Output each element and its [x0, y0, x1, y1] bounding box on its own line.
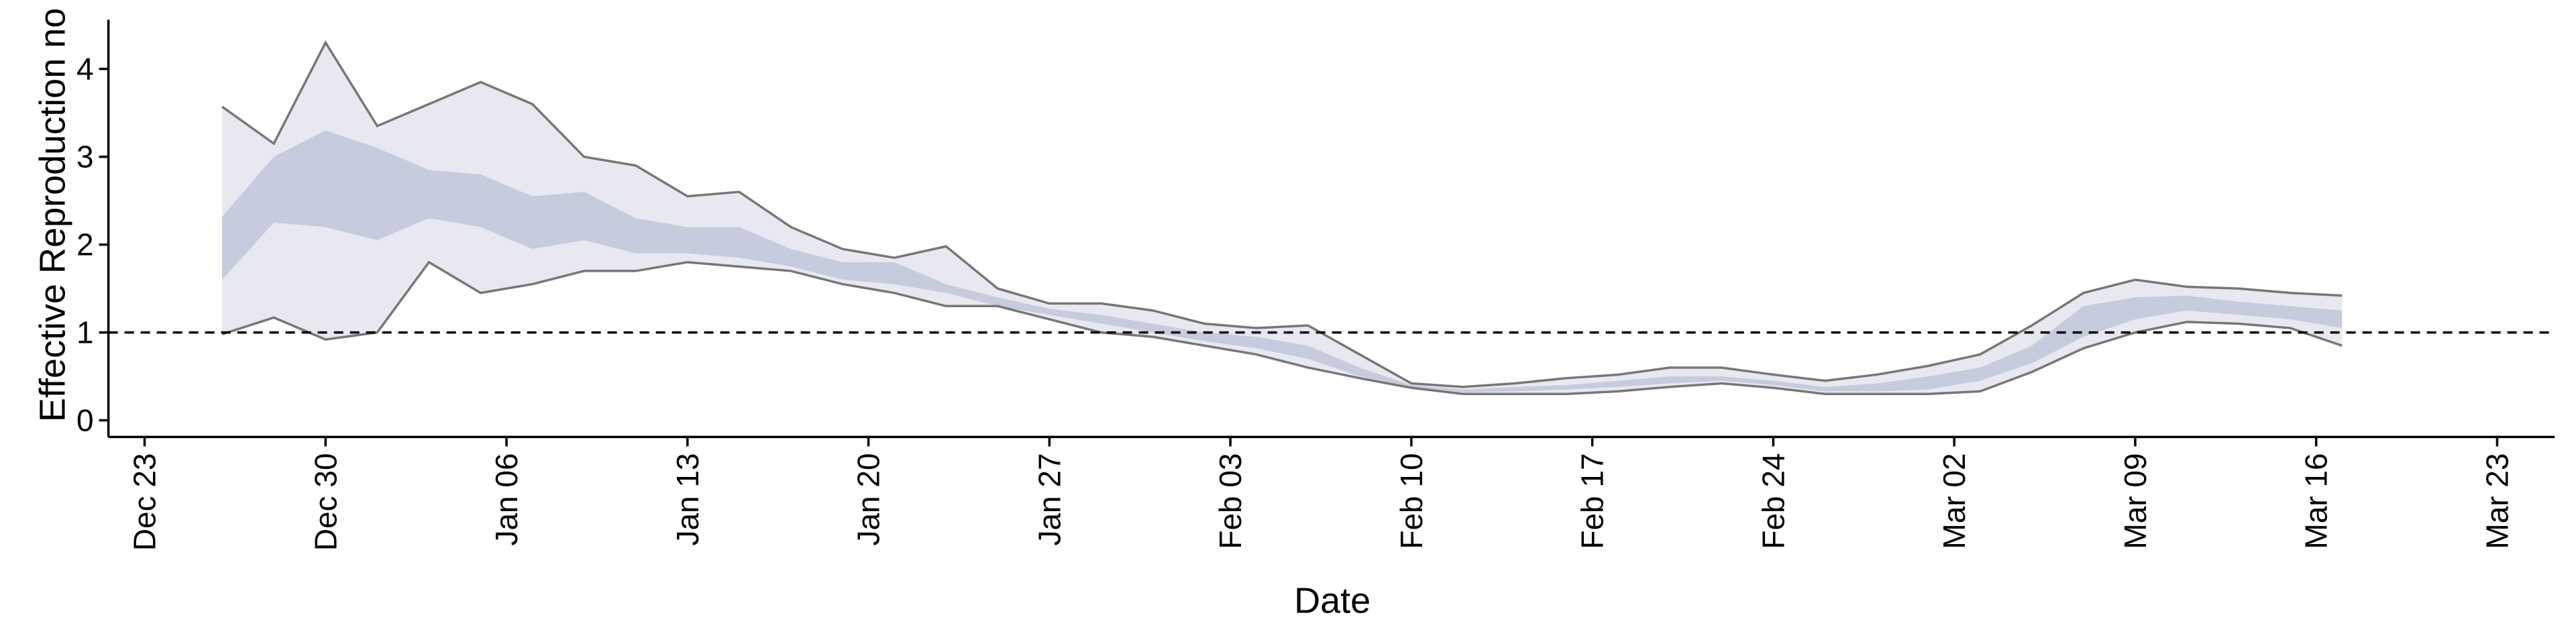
x-tick-label: Mar 02 — [1937, 453, 1972, 549]
outer-band — [222, 42, 2343, 394]
x-tick-label: Jan 13 — [670, 453, 705, 545]
y-tick-label: 1 — [76, 315, 94, 350]
interval-line — [221, 40, 2343, 388]
interval-line — [221, 260, 2343, 396]
x-tick-label: Feb 03 — [1213, 453, 1248, 549]
x-tick-label: Feb 17 — [1575, 453, 1610, 549]
x-tick-label: Jan 27 — [1032, 453, 1067, 545]
x-axis-label: Date — [1294, 580, 1371, 621]
x-tick-label: Feb 10 — [1394, 453, 1429, 549]
y-tick-label: 3 — [76, 140, 94, 174]
y-tick-label: 2 — [76, 227, 94, 262]
x-tick-label: Jan 06 — [489, 453, 524, 545]
y-axis-label: Effective Reproduction no — [32, 8, 72, 422]
y-tick-label: 0 — [76, 403, 94, 438]
x-tick-label: Dec 23 — [127, 453, 162, 551]
x-tick-label: Mar 16 — [2299, 453, 2334, 549]
y-tick-label: 4 — [76, 52, 94, 87]
x-tick-label: Jan 20 — [851, 453, 886, 545]
x-tick-label: Mar 09 — [2118, 453, 2153, 549]
x-tick-label: Feb 24 — [1756, 453, 1790, 549]
x-tick-label: Dec 30 — [308, 453, 343, 551]
x-tick-label: Mar 23 — [2479, 453, 2514, 549]
